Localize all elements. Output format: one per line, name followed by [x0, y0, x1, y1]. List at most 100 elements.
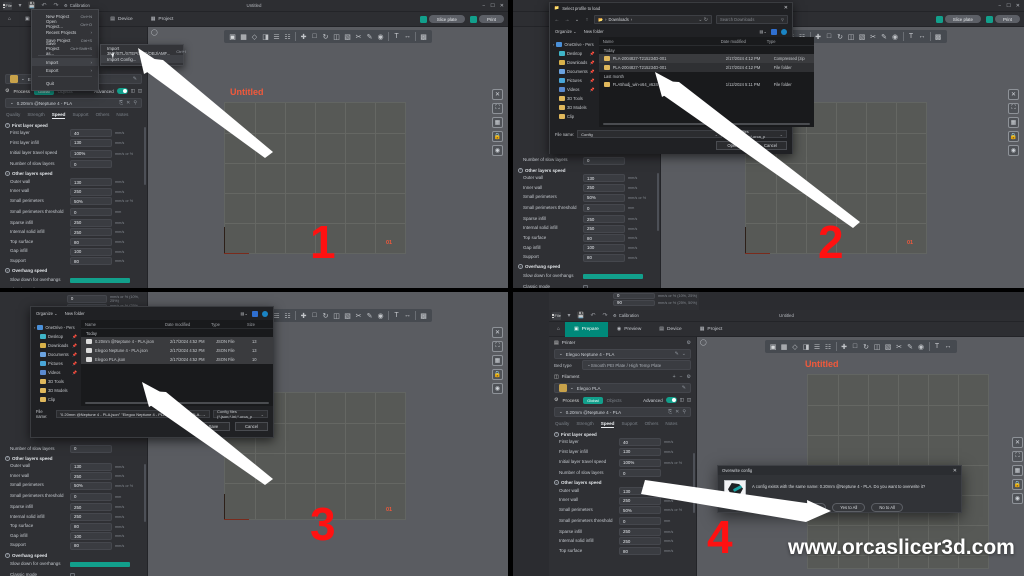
close-icon[interactable]: ✕: [1015, 2, 1020, 9]
bed-type-select[interactable]: ⌄ Smooth PEI Plate / High Temp Plate: [582, 360, 691, 370]
tree-item-onedrive[interactable]: › OneDrive - Pers: [553, 42, 594, 47]
tree-item-videos[interactable]: Videos 📌: [34, 368, 81, 377]
column-name[interactable]: Name: [85, 321, 96, 327]
scale-icon[interactable]: □: [826, 33, 832, 40]
cut-icon[interactable]: ✂: [355, 33, 362, 41]
search-input[interactable]: Search Downloads ⚲: [716, 15, 788, 24]
rotate-gizmo-icon[interactable]: ▦: [492, 355, 503, 366]
menu-item-open-project[interactable]: Open Project... Ctrl+O: [46, 19, 92, 30]
mirror-icon[interactable]: ◫: [847, 33, 855, 41]
move-gizmo-icon[interactable]: ✕: [1008, 89, 1019, 100]
subtab-quality[interactable]: Quality: [6, 112, 21, 117]
internal-solid-infill-input[interactable]: 250: [70, 228, 112, 237]
compare-icon[interactable]: ◫: [130, 88, 135, 93]
place-on-face-icon[interactable]: ▧: [858, 33, 866, 41]
top-surface-input[interactable]: 80: [70, 522, 112, 531]
tree-item-pictures[interactable]: Pictures 📌: [553, 76, 599, 85]
split-icon[interactable]: ◨: [262, 33, 269, 41]
tree-item-desktop[interactable]: Desktop 📌: [553, 49, 599, 58]
advanced-toggle[interactable]: [665, 397, 677, 403]
color-painting-icon[interactable]: ◉: [377, 312, 384, 320]
first-layer-input[interactable]: 40: [70, 129, 112, 138]
menu-item-new-project[interactable]: New Project Ctrl+N: [46, 13, 92, 19]
process-preset-combo[interactable]: ⌄ 0.20mm @Neptune 4 - PLA ⎘ ✕ ⚲: [5, 98, 142, 108]
help-icon[interactable]: [262, 310, 268, 317]
process-global-badge[interactable]: Global: [34, 87, 54, 95]
print-button[interactable]: Print: [985, 15, 1020, 23]
rotate-gizmo-icon[interactable]: ▦: [1008, 117, 1019, 128]
delete-icon[interactable]: ✕: [126, 100, 131, 106]
tree-item-downloads[interactable]: Downloads 📌: [553, 58, 599, 67]
sparse-infill-input[interactable]: 250: [70, 503, 112, 512]
column-date[interactable]: Date modified: [720, 38, 746, 44]
place-on-face-icon[interactable]: ▧: [344, 33, 351, 41]
color-painting-icon[interactable]: ◉: [891, 33, 899, 41]
expand-icon[interactable]: ◫: [686, 397, 691, 402]
eye-icon[interactable]: ◉: [1008, 145, 1019, 156]
rotate-icon[interactable]: ↻: [322, 33, 329, 41]
new-folder-button[interactable]: New folder: [583, 29, 604, 34]
add-object-icon[interactable]: ▣: [769, 343, 777, 351]
slow-down-overhangs-checkbox[interactable]: [70, 277, 130, 283]
overhang-speed-input-2[interactable]: 90: [613, 299, 655, 306]
back-icon[interactable]: ←: [554, 16, 560, 23]
help-icon[interactable]: [781, 28, 787, 35]
subtab-support[interactable]: Support: [72, 112, 89, 117]
close-icon[interactable]: ✕: [783, 5, 788, 11]
rotate-icon[interactable]: ↻: [837, 33, 843, 41]
printer-preset-combo[interactable]: ⌄ Elegoo Neptune 4 - PLA ✎ ⌄: [554, 349, 691, 359]
text-icon[interactable]: T: [394, 312, 399, 319]
move-gizmo-icon[interactable]: ✕: [492, 327, 503, 338]
classic-mode-checkbox[interactable]: [583, 284, 588, 288]
cut-icon[interactable]: ✂: [870, 33, 876, 41]
scale-icon[interactable]: □: [852, 343, 858, 350]
expand-sidebar-icon[interactable]: ◯: [151, 30, 158, 36]
eye-icon[interactable]: ◉: [492, 145, 503, 156]
undo-icon[interactable]: ↶: [590, 313, 596, 319]
up-icon[interactable]: ↑: [585, 16, 589, 23]
sidebar-scrollbar[interactable]: [657, 173, 659, 231]
tree-item-3dtools[interactable]: 3D Tools: [34, 377, 81, 386]
scale-gizmo-icon[interactable]: ⛶: [492, 341, 503, 352]
slow-down-overhangs-checkbox[interactable]: [583, 273, 643, 279]
scale-gizmo-icon[interactable]: ⛶: [1008, 103, 1019, 114]
remove-filament-icon[interactable]: −: [679, 373, 683, 380]
simplify-icon[interactable]: ▩: [420, 312, 427, 320]
small-perimeters-threshold-input[interactable]: 0: [70, 208, 112, 217]
organize-button[interactable]: Organize ⌄: [36, 311, 58, 316]
orient-icon[interactable]: ◇: [792, 343, 798, 351]
split-icon[interactable]: ◨: [802, 343, 810, 351]
chevron-down-icon[interactable]: ⌄: [714, 131, 718, 137]
column-type[interactable]: Type: [211, 321, 220, 327]
top-surface-input[interactable]: 80: [70, 238, 112, 247]
maximize-icon[interactable]: ☐: [1006, 2, 1011, 9]
expand-sidebar-icon[interactable]: ◯: [700, 340, 707, 346]
top-surface-input[interactable]: 80: [619, 547, 661, 556]
cancel-button[interactable]: Cancel: [235, 422, 268, 431]
lock-icon[interactable]: 🔒: [1012, 479, 1023, 490]
copy-icon[interactable]: ⎘: [668, 409, 673, 415]
arrange-icon[interactable]: ▦: [780, 343, 788, 351]
inner-wall-input[interactable]: 250: [583, 183, 625, 192]
gear-icon[interactable]: ⚙: [686, 373, 691, 380]
initial-travel-input[interactable]: 100%: [619, 458, 661, 467]
file-list[interactable]: Name Date modified Type Today PLA-200482…: [598, 37, 814, 127]
subtab-speed[interactable]: Speed: [600, 421, 615, 428]
edit-icon[interactable]: ✎: [674, 351, 679, 357]
lock-icon[interactable]: 🔒: [492, 131, 503, 142]
support-input[interactable]: 80: [583, 253, 625, 262]
view-mode-icon[interactable]: ▤⌄: [240, 311, 248, 316]
copy-icon[interactable]: ⎘: [119, 100, 124, 106]
subtab-notes[interactable]: Notes: [665, 421, 678, 426]
tree-item-videos[interactable]: Videos 📌: [553, 85, 599, 94]
slow-layers-spinner[interactable]: 0: [70, 444, 112, 453]
text-icon[interactable]: T: [908, 33, 914, 40]
rotate-icon[interactable]: ↻: [322, 312, 329, 320]
tree-item-desktop[interactable]: Desktop 📌: [34, 332, 81, 341]
file-row[interactable]: Elegoo Neptune 4 - PLA.json 2/17/2024 4:…: [81, 346, 273, 355]
scale-gizmo-icon[interactable]: ⛶: [492, 103, 503, 114]
slow-down-overhangs-checkbox[interactable]: [70, 562, 130, 568]
first-layer-infill-input[interactable]: 130: [70, 138, 112, 147]
chevron-down-icon[interactable]: ⌄: [681, 351, 686, 357]
process-preset-combo[interactable]: ⌄ 0.20mm @Neptune 4 - PLA ⎘ ✕ ⚲: [554, 407, 691, 417]
